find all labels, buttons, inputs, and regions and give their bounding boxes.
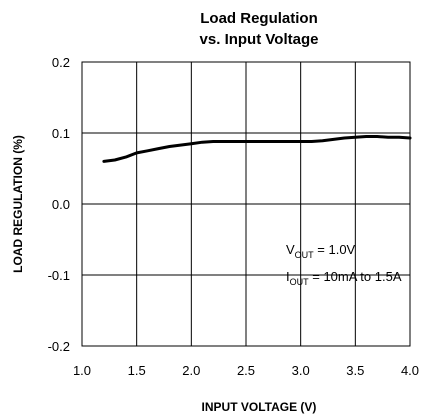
y-tick-labels: -0.2 -0.1 0.0 0.1 0.2 bbox=[48, 55, 70, 354]
series-group bbox=[102, 135, 412, 163]
chart-title-line-1: Load Regulation bbox=[200, 10, 318, 27]
x-tick-label: 1.0 bbox=[73, 363, 91, 378]
plot-frame bbox=[81, 61, 411, 347]
chart-title-line-2: vs. Input Voltage bbox=[200, 31, 319, 48]
y-tick-label: 0.1 bbox=[52, 126, 70, 141]
annotation-iout: IOUT = 10mA to 1.5A bbox=[286, 269, 402, 287]
x-tick-label: 2.5 bbox=[237, 363, 255, 378]
annotation-vout: VOUT = 1.0V bbox=[286, 242, 356, 260]
series-line bbox=[102, 135, 412, 163]
x-tick-label: 2.0 bbox=[182, 363, 200, 378]
y-tick-label: -0.1 bbox=[48, 268, 70, 283]
y-tick-label: 0.2 bbox=[52, 55, 70, 70]
x-axis-label: INPUT VOLTAGE (V) bbox=[202, 400, 317, 414]
x-tick-labels: 1.0 1.5 2.0 2.5 3.0 3.5 4.0 bbox=[73, 363, 419, 378]
x-tick-label: 3.0 bbox=[292, 363, 310, 378]
y-tick-label: -0.2 bbox=[48, 339, 70, 354]
y-axis-label: LOAD REGULATION (%) bbox=[11, 135, 25, 273]
grid-lines bbox=[81, 61, 411, 347]
x-tick-label: 1.5 bbox=[128, 363, 146, 378]
y-tick-label: 0.0 bbox=[52, 197, 70, 212]
x-tick-label: 4.0 bbox=[401, 363, 419, 378]
x-tick-label: 3.5 bbox=[346, 363, 364, 378]
